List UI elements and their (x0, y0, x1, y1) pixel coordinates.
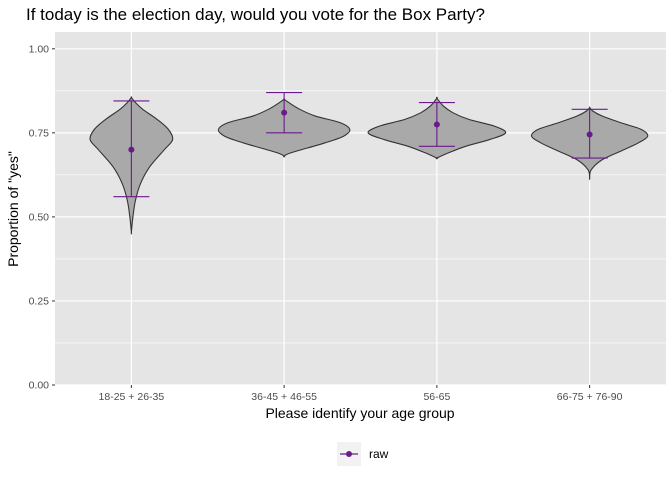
legend-key-point (346, 451, 352, 457)
chart-title: If today is the election day, would you … (26, 5, 485, 24)
x-tick-label: 18-25 + 26-35 (99, 391, 165, 403)
mean-points (128, 109, 593, 153)
x-tick-label: 66-75 + 76-90 (557, 391, 623, 403)
x-tick-label: 56-65 (423, 391, 450, 403)
legend: raw (337, 442, 389, 466)
y-tick-label: 0.00 (29, 380, 50, 392)
x-tick-label: 36-45 + 46-55 (251, 391, 317, 403)
mean-point (281, 109, 288, 116)
mean-point (128, 146, 135, 153)
y-tick-label: 0.75 (29, 127, 50, 139)
y-tick-label: 0.50 (29, 211, 50, 223)
x-axis: 18-25 + 26-35 36-45 + 46-55 56-65 66-75 + 7… (99, 385, 623, 403)
mean-point (433, 121, 440, 128)
grid-lines (55, 32, 666, 386)
x-axis-title: Please identify your age group (265, 405, 454, 421)
legend-label-raw: raw (369, 447, 389, 461)
mean-point (586, 131, 593, 138)
y-axis: 0.00 0.25 0.50 0.75 1.00 (29, 43, 55, 392)
y-tick-label: 0.25 (29, 295, 50, 307)
plot-panel (55, 32, 666, 385)
y-tick-label: 1.00 (29, 43, 50, 55)
y-axis-title: Proportion of "yes" (5, 151, 21, 267)
